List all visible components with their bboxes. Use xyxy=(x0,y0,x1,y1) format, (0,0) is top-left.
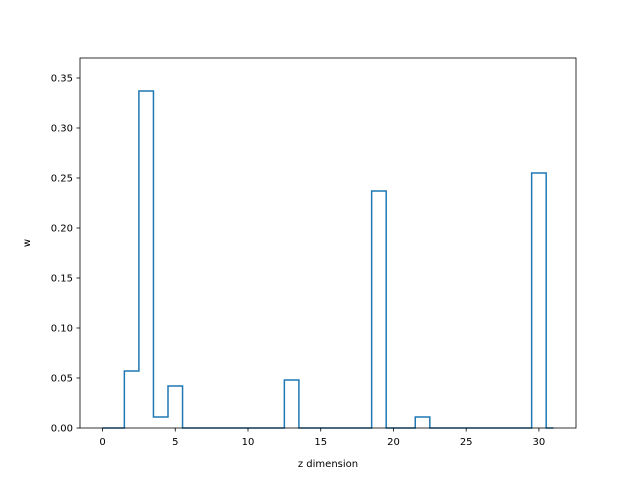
y-tick-label: 0.35 xyxy=(51,74,73,85)
x-tick-label: 20 xyxy=(387,437,400,448)
y-tick-label: 0.20 xyxy=(51,224,73,235)
x-tick-label: 0 xyxy=(99,437,105,448)
y-tick-label: 0.05 xyxy=(51,374,73,385)
x-tick-label: 15 xyxy=(314,437,327,448)
y-tick-label: 0.15 xyxy=(51,274,73,285)
x-tick-label: 10 xyxy=(242,437,255,448)
y-tick-label: 0.25 xyxy=(51,174,73,185)
x-axis: 0 5 10 15 20 25 30 xyxy=(99,428,545,448)
x-axis-label: z dimension xyxy=(298,459,358,470)
x-tick-label: 25 xyxy=(460,437,473,448)
y-tick-label: 0.10 xyxy=(51,324,73,335)
y-tick-label: 0.00 xyxy=(51,424,73,435)
y-axis-label: w xyxy=(22,239,33,247)
plot-frame xyxy=(79,57,577,429)
y-axis: 0.00 0.05 0.10 0.15 0.20 0.25 0.30 0.35 xyxy=(51,74,80,435)
y-tick-label: 0.30 xyxy=(51,124,73,135)
plot-area xyxy=(80,58,576,428)
x-tick-label: 30 xyxy=(533,437,546,448)
x-tick-label: 5 xyxy=(172,437,178,448)
